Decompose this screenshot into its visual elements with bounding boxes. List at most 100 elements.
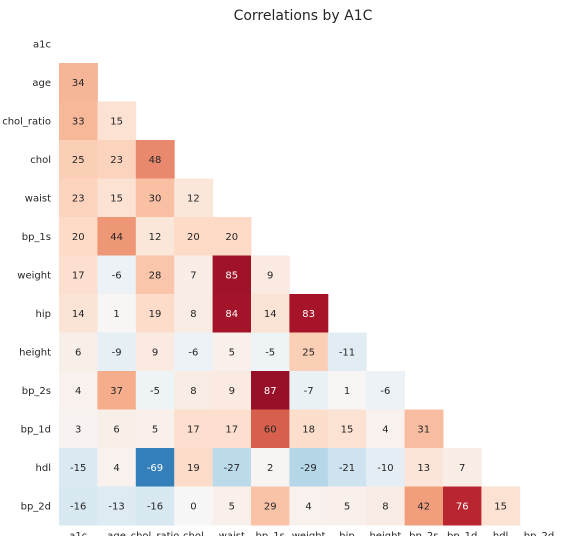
heatmap-cell — [366, 409, 406, 449]
heatmap-cell — [327, 332, 367, 372]
heatmap-cell — [174, 255, 214, 295]
heatmap-cell-value: 15 — [341, 424, 354, 435]
y-tick-label: bp_2d — [21, 501, 51, 512]
heatmap-cell — [251, 294, 290, 333]
heatmap-cell — [59, 101, 98, 141]
heatmap-cell-value: 34 — [72, 78, 85, 89]
heatmap-cell-value: 4 — [113, 463, 119, 474]
heatmap-cell-value: 37 — [110, 386, 123, 397]
heatmap-cell-value: -13 — [108, 501, 124, 512]
heatmap-cell-value: 17 — [187, 424, 200, 435]
heatmap-cell — [212, 371, 252, 410]
heatmap-cell-value: 3 — [75, 424, 81, 435]
heatmap-cell — [289, 294, 329, 333]
heatmap-cell-value: 25 — [72, 155, 85, 166]
y-tick-label: hip — [36, 309, 51, 320]
heatmap-cell-value: 13 — [417, 463, 430, 474]
heatmap-cell-value: 17 — [225, 424, 238, 435]
heatmap-cell-value: 9 — [229, 386, 235, 397]
heatmap-cell-value: -29 — [300, 463, 316, 474]
heatmap-cell-value: 42 — [417, 501, 430, 512]
heatmap-cell — [212, 448, 252, 487]
heatmap-cell-value: 6 — [113, 424, 119, 435]
heatmap-cell-value: 8 — [190, 386, 196, 397]
heatmap-cell — [327, 486, 367, 526]
heatmap-cell-value: 2 — [267, 463, 273, 474]
heatmap-cell — [97, 486, 137, 526]
heatmap-cell-value: 20 — [187, 232, 200, 243]
heatmap-cell — [212, 294, 252, 333]
heatmap-cell-value: 25 — [302, 347, 315, 358]
heatmap-cell-value: 29 — [264, 501, 277, 512]
heatmap-cell — [443, 448, 482, 487]
x-tick-label: bp_2s — [409, 531, 438, 536]
y-tick-label: weight — [17, 270, 51, 281]
heatmap-cell — [59, 486, 98, 526]
heatmap-cell — [212, 217, 252, 256]
heatmap-cell — [251, 332, 290, 372]
heatmap-cell — [289, 448, 329, 487]
heatmap-cell-value: 19 — [187, 463, 200, 474]
heatmap-cell — [481, 486, 521, 526]
heatmap-cell-value: -21 — [339, 463, 355, 474]
heatmap-cell-value: 18 — [302, 424, 315, 435]
x-tick-label: bp_2d — [524, 531, 554, 536]
heatmap-cell-value: 15 — [110, 193, 123, 204]
heatmap-cell-value: 15 — [110, 116, 123, 127]
x-tick-label: age — [107, 531, 126, 536]
heatmap-cell — [327, 448, 367, 487]
heatmap-cell-value: 87 — [264, 386, 277, 397]
y-tick-label: chol_ratio — [2, 116, 51, 127]
heatmap-cell-value: 84 — [225, 309, 238, 320]
heatmap-cell — [174, 178, 214, 218]
heatmap-cell — [289, 409, 329, 449]
x-tick-label: height — [369, 531, 401, 536]
heatmap-cell-value: 76 — [456, 501, 469, 512]
y-tick-label: bp_1d — [21, 424, 51, 435]
heatmap-cell — [59, 140, 98, 179]
heatmap-cell-value: -15 — [70, 463, 86, 474]
x-tick-label: waist — [219, 531, 245, 536]
heatmap-cell — [212, 255, 252, 295]
heatmap-cell-value: 28 — [149, 270, 162, 281]
heatmap-cell-value: 48 — [149, 155, 162, 166]
heatmap-cell-value: -5 — [265, 347, 275, 358]
heatmap-cell-value: 30 — [149, 193, 162, 204]
heatmap-cell-value: 1 — [344, 386, 350, 397]
heatmap-cell-value: -6 — [112, 270, 122, 281]
heatmap-cell — [174, 409, 214, 449]
heatmap-cell-value: 44 — [110, 232, 123, 243]
heatmap-cell — [212, 409, 252, 449]
heatmap-cell-value: 6 — [75, 347, 81, 358]
heatmap-cell — [251, 371, 290, 410]
y-tick-label: bp_2s — [22, 386, 51, 397]
heatmap-cell-value: 19 — [149, 309, 162, 320]
heatmap-cell-value: -16 — [147, 501, 163, 512]
heatmap-cell-value: 5 — [229, 347, 235, 358]
heatmap-cell — [366, 486, 406, 526]
heatmap-cell — [97, 294, 137, 333]
chart-title: Correlations by A1C — [234, 8, 373, 24]
heatmap-cell — [327, 409, 367, 449]
heatmap-cell — [97, 409, 137, 449]
heatmap-cell-value: -16 — [70, 501, 86, 512]
heatmap-cell-value: 12 — [187, 193, 200, 204]
heatmap-cell-value: -6 — [188, 347, 198, 358]
heatmap-cell — [404, 486, 444, 526]
heatmap-cell — [97, 217, 137, 256]
heatmap-cell — [59, 255, 98, 295]
heatmap-cell — [366, 448, 406, 487]
heatmap-cell — [404, 409, 444, 449]
heatmap-cell-value: 23 — [72, 193, 85, 204]
heatmap-cell-value: 9 — [267, 270, 273, 281]
heatmap-cell — [289, 486, 329, 526]
heatmap-cell — [135, 255, 175, 295]
heatmap-cell — [404, 448, 444, 487]
heatmap-cell-value: 12 — [149, 232, 162, 243]
y-tick-label: hdl — [36, 463, 51, 474]
heatmap-cell — [212, 332, 252, 372]
y-tick-label: waist — [25, 193, 51, 204]
heatmap-cell — [135, 486, 175, 526]
heatmap-cell — [289, 371, 329, 410]
